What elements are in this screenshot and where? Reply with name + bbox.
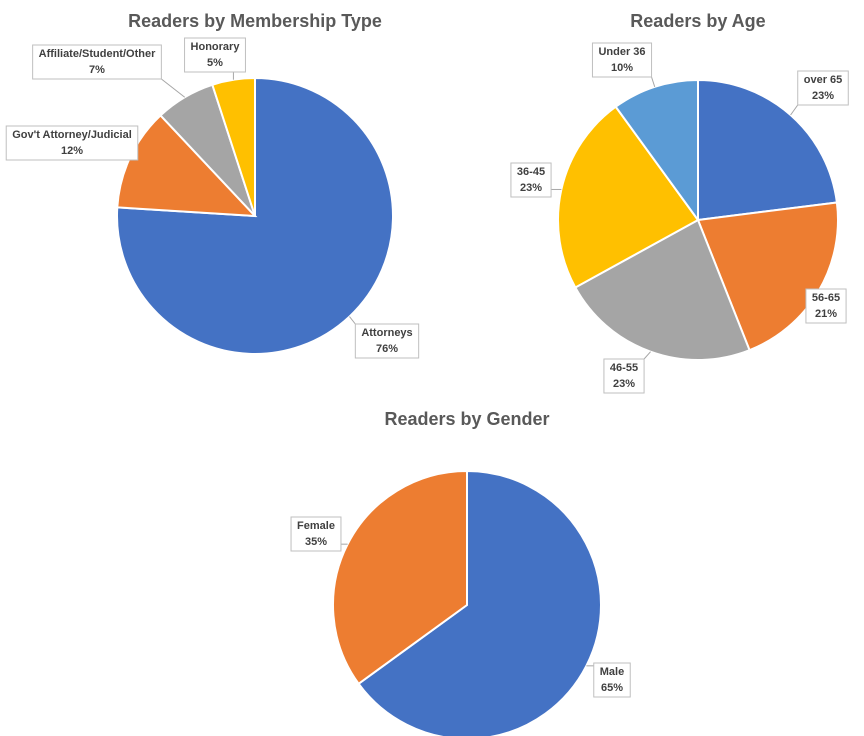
label-box (354, 323, 420, 359)
leader-line (643, 351, 651, 360)
value-label: 21% (815, 308, 837, 320)
leader-line (651, 76, 656, 88)
data-label: Attorneys 76% (349, 316, 420, 359)
category-label: Gov't Attorney/Judicial (12, 129, 132, 141)
value-label: 5% (207, 57, 223, 69)
category-label: Female (297, 520, 335, 532)
data-label: Affiliate/Student/Other 7% (32, 44, 186, 98)
chart-title: Readers by Gender (384, 409, 549, 429)
pie-slice (614, 78, 699, 224)
value-label: 12% (61, 145, 83, 157)
value-label: 76% (376, 343, 398, 355)
data-label: Male 65% (586, 662, 631, 698)
pie-slice (116, 76, 394, 355)
data-label: Under 36 10% (591, 42, 656, 88)
category-label: Male (600, 666, 624, 678)
category-label: 56-65 (812, 292, 840, 304)
category-label: 46-55 (610, 362, 638, 374)
label-box (593, 662, 631, 698)
data-label: Female 35% (290, 516, 348, 552)
leader-line (349, 316, 356, 325)
label-box (290, 516, 342, 552)
category-label: Under 36 (598, 46, 645, 58)
pie-slice (211, 76, 256, 217)
label-box (5, 125, 139, 161)
label-box (805, 288, 847, 324)
pie-slice (573, 218, 751, 361)
value-label: 65% (601, 682, 623, 694)
category-label: 36-45 (517, 166, 545, 178)
label-box (603, 358, 645, 394)
label-box (510, 162, 552, 198)
value-label: 10% (611, 62, 633, 74)
category-label: Attorneys (361, 327, 412, 339)
category-label: Honorary (191, 41, 241, 53)
chart-title: Readers by Membership Type (128, 11, 382, 31)
pie-slice (332, 469, 468, 686)
pie-slice (697, 78, 839, 222)
value-label: 23% (520, 182, 542, 194)
pie-slice (357, 469, 602, 736)
data-label: 56-65 21% (805, 288, 847, 324)
value-label: 7% (89, 64, 105, 76)
leader-line (161, 78, 186, 98)
label-box (184, 37, 246, 73)
category-label: over 65 (804, 74, 843, 86)
leader-line (790, 104, 799, 116)
data-label: Honorary 5% (184, 37, 246, 80)
data-label: 46-55 23% (603, 351, 651, 394)
data-label: 36-45 23% (510, 162, 562, 198)
chart-title: Readers by Age (630, 11, 765, 31)
category-label: Affiliate/Student/Other (39, 48, 156, 60)
label-box (32, 44, 162, 80)
label-box (591, 42, 653, 78)
pie-slice (557, 105, 700, 289)
value-label: 23% (613, 378, 635, 390)
label-box (797, 70, 849, 106)
data-label: over 65 23% (790, 70, 849, 116)
value-label: 35% (305, 536, 327, 548)
value-label: 23% (812, 90, 834, 102)
data-label: Gov't Attorney/Judicial 12% (5, 125, 139, 161)
